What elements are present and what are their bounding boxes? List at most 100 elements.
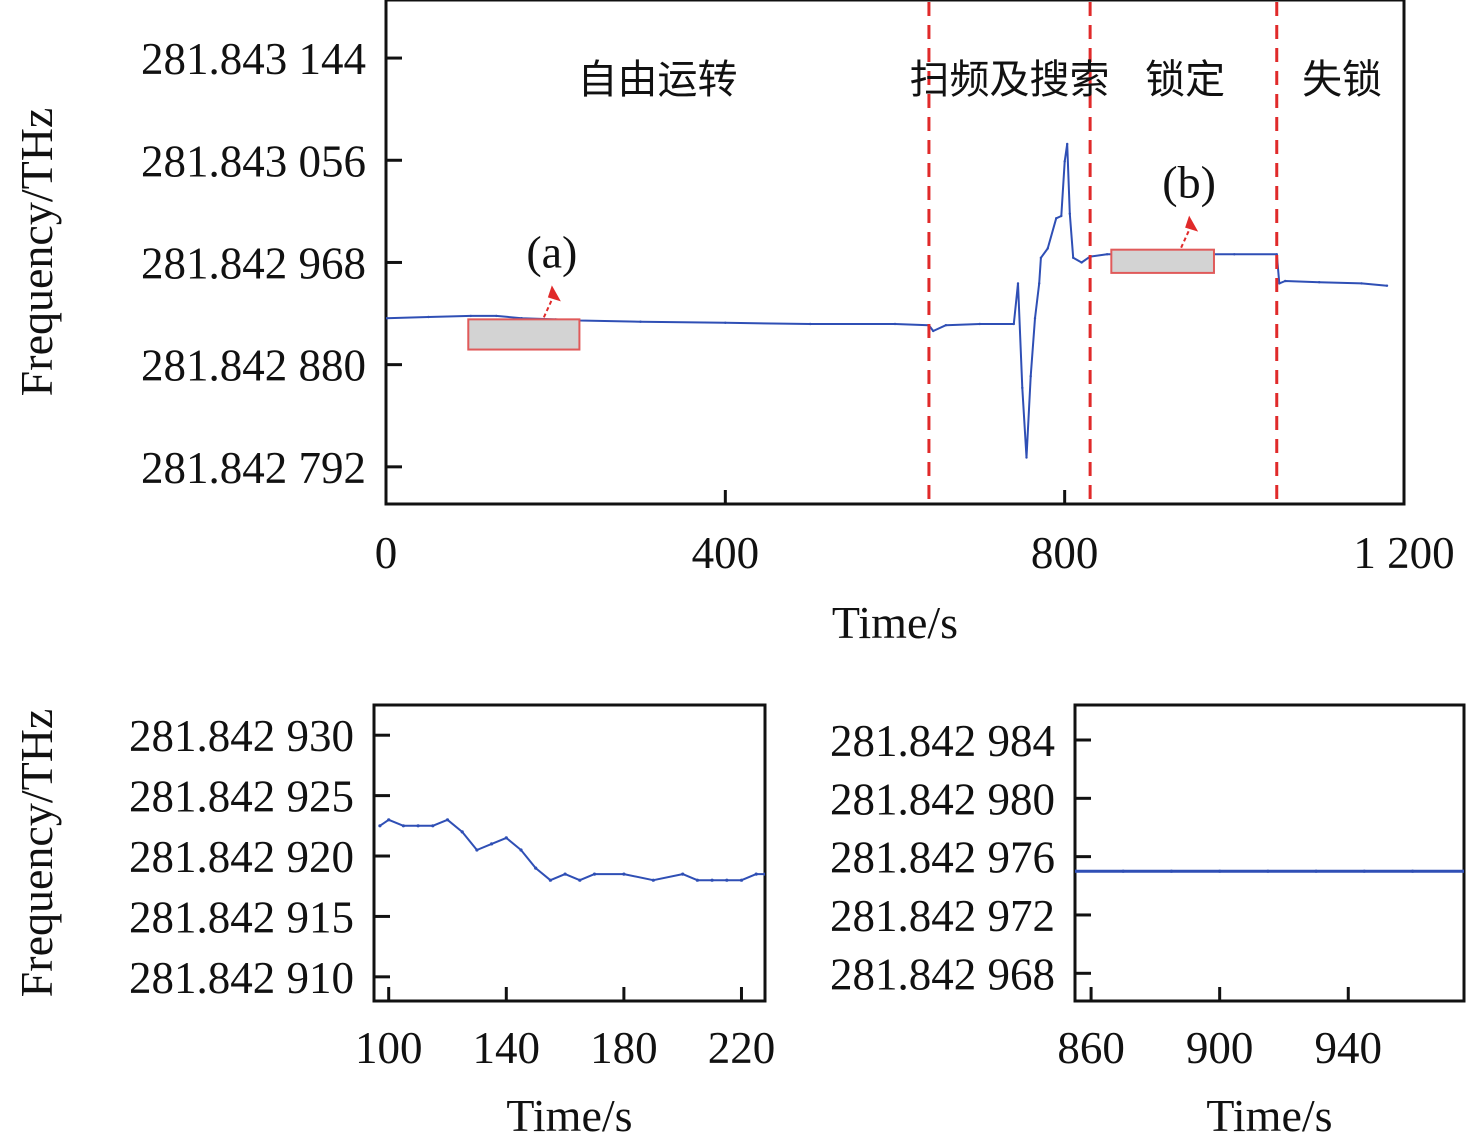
y-axis-title: Frequency/THz: [11, 108, 62, 397]
data-point: [469, 314, 472, 318]
phase-label: 失锁: [1302, 57, 1382, 103]
y-tick-label: 281.842 915: [129, 892, 354, 942]
phase-label: 扫频及搜索: [910, 57, 1110, 103]
data-point: [739, 878, 744, 882]
data-point: [431, 824, 435, 828]
data-point: [1016, 282, 1020, 285]
data-point: [639, 320, 642, 323]
inset-pointer-arrowhead: [547, 285, 561, 302]
data-point: [944, 324, 948, 327]
phase-label: 自由运转: [577, 57, 737, 103]
plot-frame: [372, 703, 767, 1003]
y-tick-label: 281.843 056: [141, 136, 366, 186]
data-point: [1038, 282, 1041, 285]
x-tick-label: 800: [1031, 528, 1099, 578]
phase-label: 锁定: [1145, 57, 1225, 103]
data-point: [1360, 282, 1363, 285]
data-point: [1362, 869, 1366, 873]
x-tick-label: 900: [1186, 1023, 1254, 1073]
data-point: [1121, 869, 1125, 873]
data-point: [754, 872, 758, 876]
y-tick-label: 281.842 976: [830, 833, 1055, 883]
data-point: [387, 818, 391, 822]
data-point: [1068, 212, 1072, 215]
data-point: [695, 878, 700, 882]
data-point: [724, 321, 727, 324]
data-point: [932, 329, 935, 333]
data-point: [416, 824, 420, 828]
data-point: [1033, 317, 1037, 320]
data-point: [534, 866, 538, 870]
y-tick-label: 281.842 920: [129, 832, 354, 882]
y-tick-label: 281.842 930: [129, 711, 354, 761]
plot-frame: [384, 0, 1406, 506]
data-point: [386, 317, 388, 320]
x-tick-label: 940: [1315, 1023, 1383, 1073]
data-point: [1411, 869, 1415, 873]
data-point: [1278, 282, 1281, 285]
y-tick-label: 281.842 972: [830, 891, 1055, 941]
data-point: [1105, 253, 1109, 256]
data-point: [763, 872, 765, 876]
y-tick-label: 281.842 980: [830, 774, 1055, 824]
data-point: [1029, 375, 1032, 378]
data-point: [1080, 261, 1083, 264]
data-point: [563, 872, 567, 876]
inset-b-chart: 281.842 968 281.842 972 281.842 976 281.842…: [830, 703, 1466, 1141]
x-tick-label: 100: [355, 1023, 423, 1073]
data-point: [1012, 322, 1015, 326]
data-point: [427, 315, 430, 319]
data-point: [1314, 869, 1318, 873]
x-tick-label: 860: [1057, 1023, 1125, 1073]
x-tick-label: 1 200: [1353, 528, 1454, 578]
data-point: [1462, 869, 1464, 873]
data-point: [475, 848, 479, 852]
inset-a-chart: 281.842 910 281.842 915 281.842 920 281.842…: [11, 703, 776, 1141]
y-axis-title: Frequency/THz: [11, 709, 62, 998]
data-point: [1266, 869, 1270, 873]
data-point: [548, 878, 553, 882]
x-axis-title: Time/s: [1206, 1090, 1332, 1141]
inset-pointer-arrowhead: [1185, 215, 1199, 232]
series-line: [379, 818, 765, 882]
inset-region-box: [467, 318, 581, 351]
data-point: [978, 322, 981, 326]
x-axis-title: Time/s: [832, 597, 958, 648]
data-point: [519, 848, 523, 852]
y-tick-label: 281.842 792: [141, 443, 366, 493]
inset-tag: (a): [526, 226, 577, 277]
data-point: [725, 878, 729, 882]
x-tick-label: 180: [590, 1023, 658, 1073]
data-point: [893, 322, 897, 326]
data-point: [1025, 456, 1028, 459]
y-tick-label: 281.842 968: [830, 949, 1055, 999]
x-tick-label: 220: [708, 1023, 776, 1073]
data-point: [1060, 214, 1063, 218]
x-tick-label: 140: [473, 1023, 541, 1073]
y-tick-label: 281.842 984: [830, 716, 1055, 766]
inset-region-box: [1110, 248, 1215, 274]
data-point: [681, 872, 685, 876]
data-point: [1066, 142, 1069, 146]
y-tick-label: 281.842 910: [129, 953, 354, 1003]
data-point: [1046, 247, 1049, 250]
main-chart: 281.842 792 281.842 880 281.842 968 281.843…: [11, 0, 1455, 648]
data-point: [710, 878, 714, 882]
data-point: [1275, 253, 1279, 256]
y-tick-label: 281.842 880: [141, 341, 366, 391]
data-point: [445, 818, 450, 822]
y-tick-label: 281.842 968: [141, 238, 366, 288]
data-point: [1075, 869, 1077, 873]
data-point: [1284, 279, 1287, 283]
data-point: [1169, 869, 1173, 873]
x-axis-title: Time/s: [506, 1090, 632, 1141]
data-point: [504, 836, 508, 840]
data-point: [490, 842, 494, 846]
y-tick-label: 281.842 925: [129, 772, 354, 822]
plot-frame: [1073, 703, 1466, 1003]
y-tick-label: 281.843 144: [141, 34, 366, 84]
data-point: [1385, 284, 1389, 287]
data-point: [809, 322, 812, 326]
data-point: [401, 824, 405, 828]
